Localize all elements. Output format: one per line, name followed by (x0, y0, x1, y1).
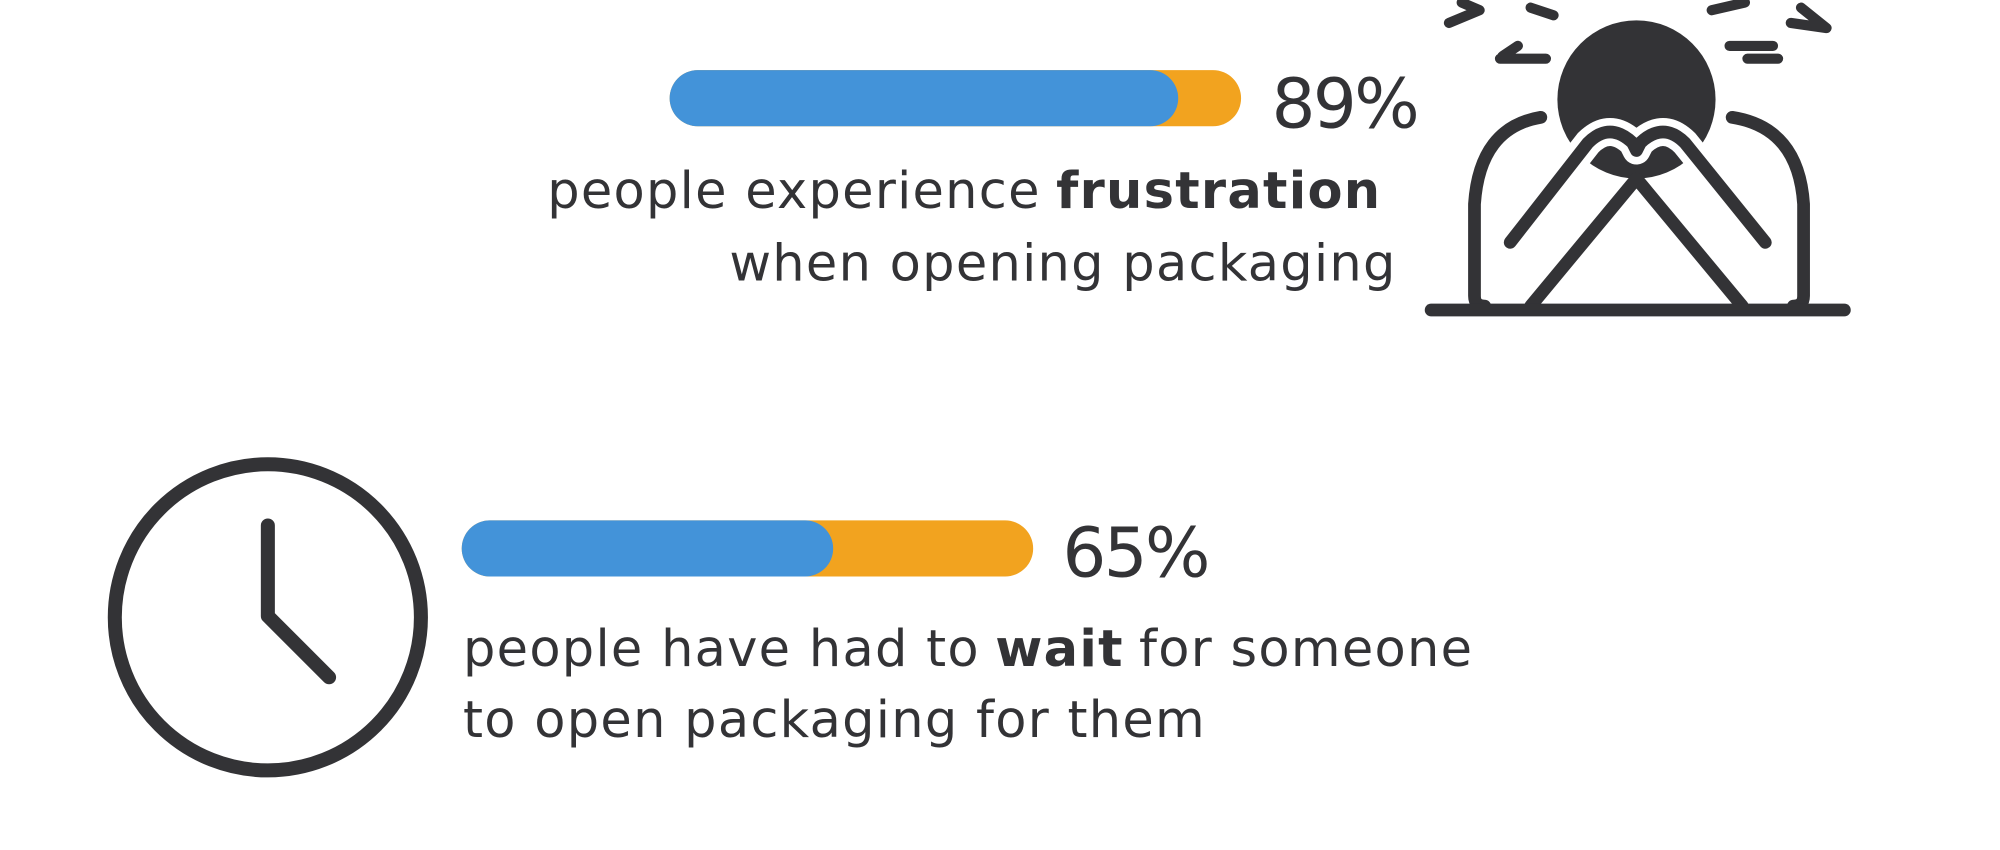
stat-line-1: people experience frustration (547, 162, 1381, 221)
emphasis: frustration (1056, 162, 1381, 221)
clock-icon (107, 457, 428, 778)
stat: 65% people have had to wait for someone to o… (461, 514, 1473, 750)
text-before: people have had to (463, 620, 980, 679)
emphasis: wait (995, 620, 1124, 679)
stat-line-2: to open packaging for them (463, 691, 1206, 750)
stat-line-1: people have had to wait for someone (463, 620, 1473, 679)
stat: 89% people experience frustration when open… (547, 65, 1419, 294)
text-before: people experience (547, 162, 1041, 221)
percent-label: 89% (1272, 65, 1417, 145)
text-after: for someone (1139, 620, 1473, 679)
frustrated-person-icon (1424, 0, 1851, 317)
stat-line-2: when opening packaging (729, 235, 1396, 294)
bar-fill (669, 70, 1179, 127)
percent-label: 65% (1063, 514, 1208, 594)
bar-fill (461, 520, 834, 577)
